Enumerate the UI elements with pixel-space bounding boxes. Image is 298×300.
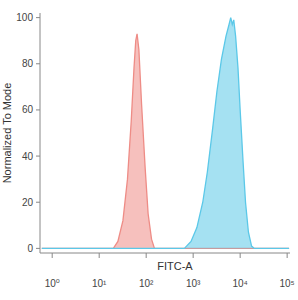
y-tick-label: 20 [22, 197, 34, 208]
y-tick-label: 60 [22, 104, 34, 115]
y-axis [40, 13, 41, 253]
histogram-line [42, 34, 289, 249]
x-tick [240, 253, 241, 258]
x-tick [99, 253, 100, 258]
chart: 0 20 40 60 80 100 10⁰ 10¹ 10² 10³ 10⁴ 10⁵ FITC-A Norm… [0, 0, 298, 300]
plot-area [42, 18, 289, 249]
x-tick [287, 253, 288, 258]
x-tick-label: 10³ [186, 278, 201, 289]
y-tick [36, 202, 40, 203]
histogram-fill [42, 18, 289, 249]
y-tick-label: 40 [22, 151, 34, 162]
x-tick-label: 10⁰ [45, 278, 60, 289]
y-tick-label: 100 [16, 12, 33, 23]
y-tick-label: 0 [27, 243, 33, 254]
y-tick [36, 109, 40, 110]
y-tick-label: 80 [22, 58, 34, 69]
x-tick [146, 253, 147, 258]
x-tick-label: 10¹ [92, 278, 107, 289]
x-tick [193, 253, 194, 258]
y-tick [36, 156, 40, 157]
histogram-fill [42, 34, 289, 249]
x-tick [52, 253, 53, 258]
y-axis-label: Normalized To Mode [1, 83, 13, 184]
x-tick-label: 10⁴ [232, 278, 247, 289]
y-tick [36, 63, 40, 64]
y-tick [36, 248, 40, 249]
x-tick-label: 10⁵ [280, 278, 295, 289]
histogram-line [42, 18, 289, 249]
y-tick [36, 17, 40, 18]
x-tick-label: 10² [139, 278, 154, 289]
x-axis [40, 253, 290, 254]
x-axis-label: FITC-A [157, 260, 193, 272]
